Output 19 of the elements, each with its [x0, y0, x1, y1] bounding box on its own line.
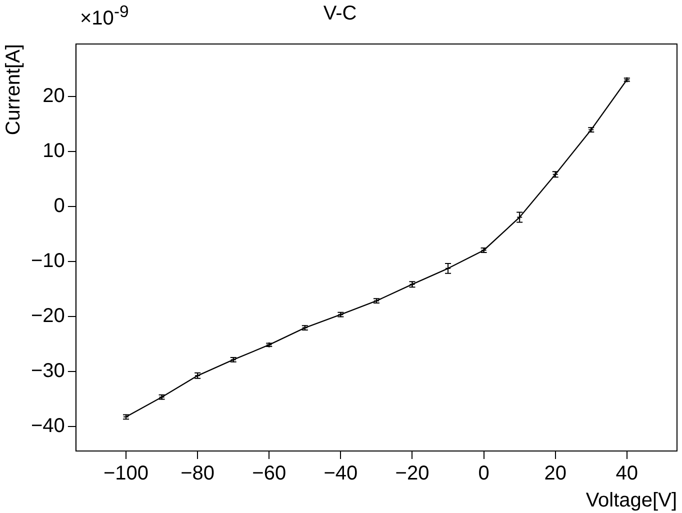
x-tick-label: −60 [252, 462, 286, 485]
y-tick-label: −20 [30, 304, 65, 327]
y-tick-label: 10 [42, 140, 65, 162]
x-tick-label: −20 [395, 462, 430, 485]
text: ×10$^{-9}$ [80, 2, 129, 31]
y-tick-label: 20 [42, 84, 65, 107]
x-tick-label: 20 [544, 462, 566, 485]
chart-title: V-C [323, 2, 357, 25]
x-tick-label: −100 [103, 462, 149, 485]
y-tick-label: −30 [30, 360, 65, 382]
x-tick-label: 40 [616, 462, 638, 485]
x-axis-title: Voltage[V] [586, 490, 677, 512]
y-axis-title: Current[A] [2, 44, 25, 136]
x-tick-label: −40 [324, 462, 358, 485]
y-tick-label: 0 [54, 194, 65, 217]
x-tick-label: 0 [478, 462, 490, 485]
x-tick-label: −80 [180, 462, 215, 485]
y-tick-label: −10 [30, 250, 65, 272]
y-tick-label: −40 [30, 414, 65, 437]
